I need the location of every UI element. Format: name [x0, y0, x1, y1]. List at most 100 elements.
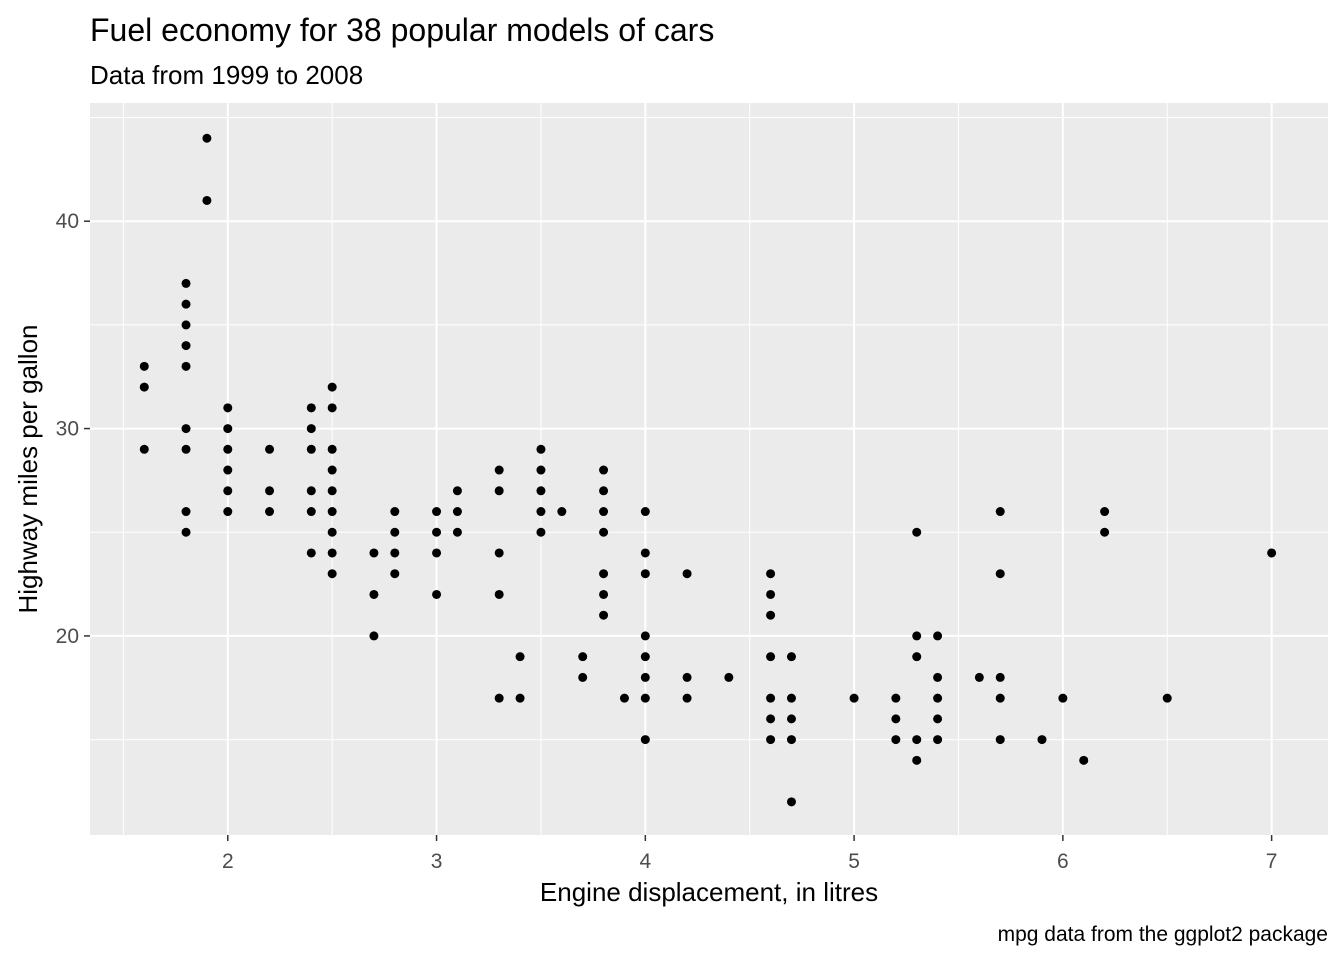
data-point [766, 714, 776, 724]
data-point [515, 652, 525, 662]
data-point [912, 755, 922, 765]
data-point [640, 507, 650, 517]
data-point [181, 299, 191, 309]
data-point [1058, 693, 1068, 703]
data-point [223, 486, 233, 496]
data-point [1100, 507, 1110, 517]
data-point [995, 507, 1005, 517]
data-point [536, 527, 546, 537]
data-point [536, 444, 546, 454]
y-tick-label: 40 [56, 210, 79, 233]
data-point [181, 527, 191, 537]
data-point [578, 652, 588, 662]
data-point [181, 361, 191, 371]
data-point [390, 527, 400, 537]
data-point [599, 486, 609, 496]
data-point [327, 444, 337, 454]
data-point [306, 403, 316, 413]
data-point [306, 507, 316, 517]
data-point [494, 486, 504, 496]
data-point [536, 486, 546, 496]
data-point [181, 507, 191, 517]
data-point [891, 714, 901, 724]
y-axis-ticks: 20 30 40 [56, 210, 90, 648]
data-point [786, 797, 796, 807]
minor-gridlines [90, 103, 1328, 835]
data-point [327, 507, 337, 517]
x-tick-label: 6 [1057, 850, 1069, 873]
x-tick-label: 3 [431, 850, 443, 873]
x-tick-label: 7 [1266, 850, 1278, 873]
data-point [599, 465, 609, 475]
data-point [912, 735, 922, 745]
y-tick-label: 20 [56, 625, 79, 648]
data-point [494, 589, 504, 599]
data-point [786, 735, 796, 745]
data-point [390, 569, 400, 579]
data-point [933, 693, 943, 703]
data-point [766, 735, 776, 745]
chart-caption: mpg data from the ggplot2 package [998, 923, 1328, 946]
y-tick-label: 30 [56, 418, 79, 441]
data-point [327, 403, 337, 413]
data-point [223, 465, 233, 475]
data-point [139, 361, 149, 371]
data-point [724, 672, 734, 682]
data-point [912, 652, 922, 662]
data-point [181, 278, 191, 288]
data-point [786, 693, 796, 703]
data-point [181, 444, 191, 454]
data-point [390, 548, 400, 558]
data-point [599, 507, 609, 517]
data-point [536, 465, 546, 475]
data-point [599, 610, 609, 620]
data-point [766, 589, 776, 599]
data-point [1100, 527, 1110, 537]
data-point [995, 672, 1005, 682]
data-point [306, 486, 316, 496]
data-point [306, 548, 316, 558]
data-point [452, 507, 462, 517]
data-point [682, 672, 692, 682]
plot-panel [90, 103, 1328, 835]
data-point [786, 714, 796, 724]
data-point [202, 133, 212, 143]
y-axis-label: Highway miles per gallon [13, 324, 43, 613]
data-point [223, 424, 233, 434]
data-point [369, 589, 379, 599]
data-point [223, 444, 233, 454]
data-point [682, 693, 692, 703]
data-point [327, 486, 337, 496]
data-point [1037, 735, 1047, 745]
data-point [640, 569, 650, 579]
data-point [369, 631, 379, 641]
data-point [912, 527, 922, 537]
data-point [599, 569, 609, 579]
data-point [766, 693, 776, 703]
data-point [995, 569, 1005, 579]
data-point [265, 507, 275, 517]
data-point [640, 735, 650, 745]
data-point [432, 507, 442, 517]
data-point [432, 527, 442, 537]
data-point [786, 652, 796, 662]
data-point [327, 569, 337, 579]
data-point [933, 735, 943, 745]
chart-title: Fuel economy for 38 popular models of ca… [90, 12, 714, 48]
data-point [1267, 548, 1277, 558]
data-point [432, 548, 442, 558]
data-point [849, 693, 859, 703]
data-point [557, 507, 567, 517]
data-point [181, 424, 191, 434]
data-point [766, 610, 776, 620]
data-point [265, 444, 275, 454]
data-point [912, 631, 922, 641]
data-point [202, 195, 212, 205]
chart-subtitle: Data from 1999 to 2008 [90, 60, 363, 90]
data-point [265, 486, 275, 496]
data-point [327, 382, 337, 392]
data-point [933, 714, 943, 724]
data-point [682, 569, 692, 579]
x-tick-label: 4 [639, 850, 651, 873]
